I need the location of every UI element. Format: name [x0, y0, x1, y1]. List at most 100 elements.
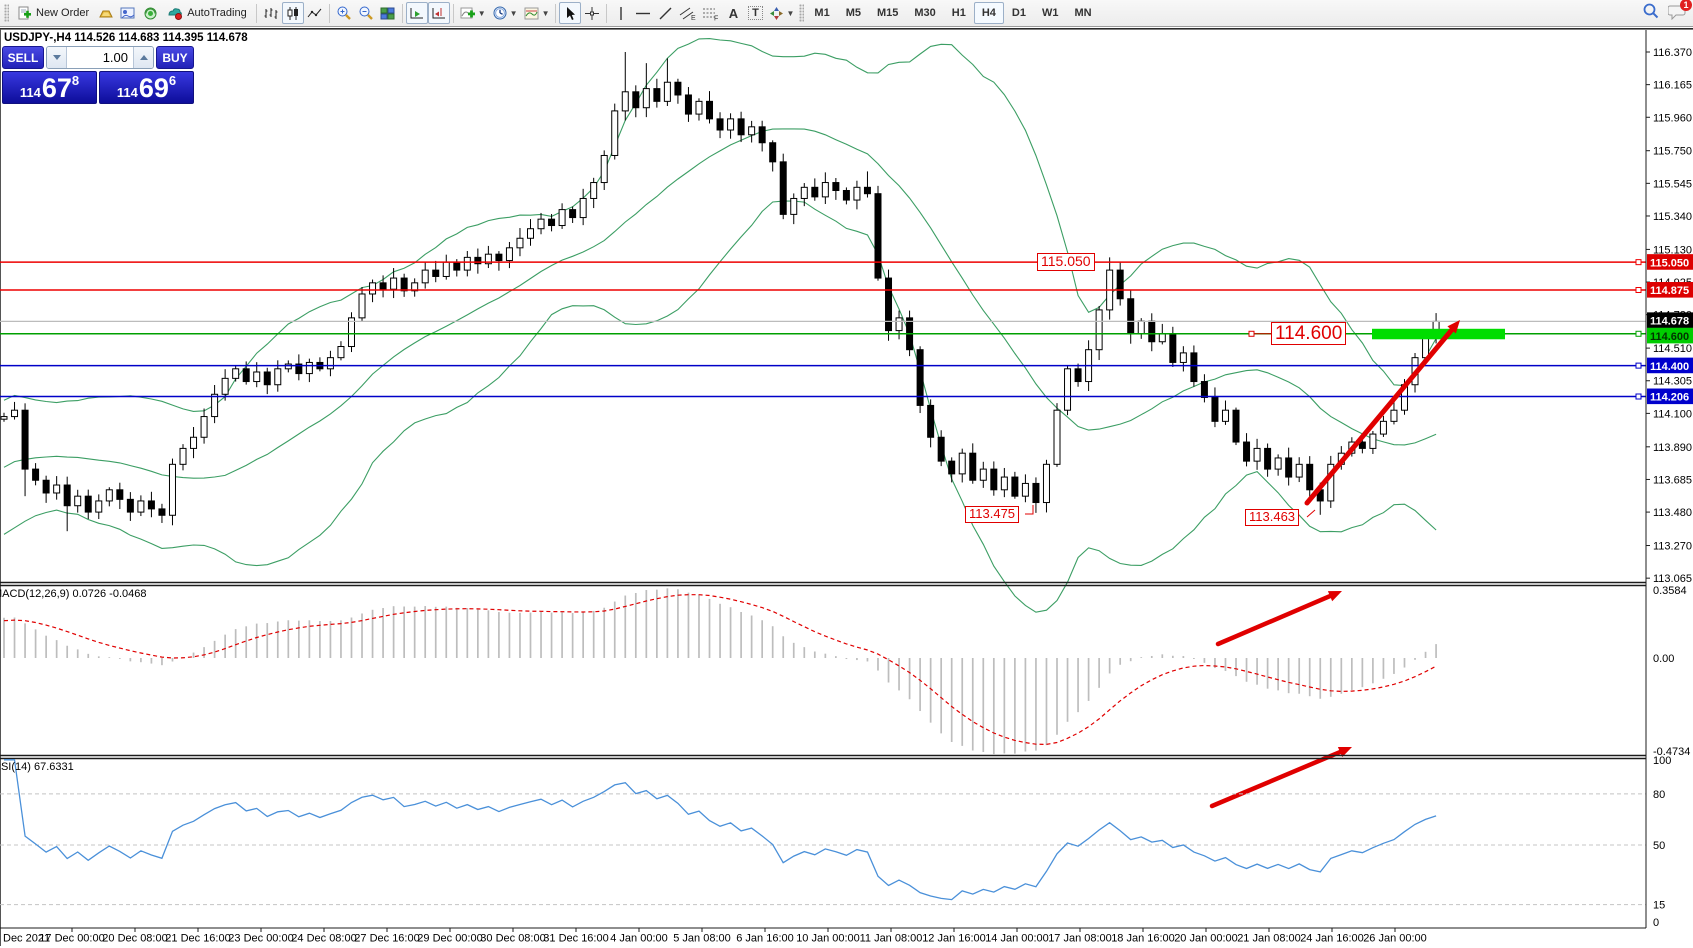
fibonacci-button[interactable]: F [699, 2, 722, 24]
periods-icon [492, 5, 508, 21]
equidistant-channel-button[interactable]: E [676, 2, 699, 24]
rsi-axis-label: 50 [1653, 840, 1665, 852]
green-highlight-bar[interactable] [1372, 328, 1505, 340]
autotrading-icon [167, 6, 183, 21]
macd-axis-label: 0.3584 [1653, 585, 1687, 597]
chart-area[interactable]: 116.370 116.165 115.960 115.750 115.545 115.3… [0, 28, 1693, 948]
price-axis-badge[interactable] [1647, 282, 1693, 298]
time-axis-label: 6 Jan 16:00 [736, 933, 794, 945]
chat-button[interactable]: 1 [1667, 0, 1692, 25]
search-icon[interactable] [1642, 2, 1660, 25]
svg-text:114.400: 114.400 [1650, 361, 1689, 373]
toolbar-separator [606, 3, 608, 23]
svg-text:115.050: 115.050 [1650, 257, 1689, 269]
text-label-button[interactable]: T [744, 2, 766, 24]
time-axis-label: 31 Dec 16:00 [543, 933, 608, 945]
time-axis-label: 24 Jan 16:00 [1300, 933, 1364, 945]
horizontal-line-objects[interactable] [0, 259, 1646, 400]
axis-badges[interactable]: 115.050 114.875 114.678 114.600 114.400 114.2… [1647, 254, 1693, 405]
macd-panel[interactable] [3, 588, 1437, 755]
timeframe-button-d1[interactable]: D1 [1011, 7, 1026, 19]
price-axis-badge[interactable] [1647, 312, 1693, 328]
timeframe-button-h1[interactable]: H1 [951, 7, 966, 19]
chart-frame [0, 28, 1693, 946]
arrows-tool-button[interactable]: ▼ [766, 2, 797, 24]
crosshair-button[interactable] [581, 2, 603, 24]
strategy-tester-button[interactable] [139, 2, 161, 24]
price-axis-label: 113.480 [1653, 507, 1692, 519]
volume-increase-button[interactable] [133, 47, 153, 68]
horizontal-line-button[interactable] [632, 2, 654, 24]
time-axis-label: 20 Dec 08:00 [102, 933, 167, 945]
timeframe-button-m5[interactable]: M5 [845, 7, 861, 19]
price-axis-badge[interactable] [1647, 388, 1693, 405]
bar-chart-mode-button[interactable] [260, 2, 282, 24]
time-axis-label: 26 Jan 00:00 [1363, 933, 1427, 945]
time-axis-label: 18 Jan 16:00 [1111, 933, 1175, 945]
one-click-trading-panel: SELL 1.00 BUY 114 67 8 114 69 6 [2, 46, 194, 104]
zoom-out-button[interactable] [355, 2, 377, 24]
svg-text:F: F [714, 15, 718, 21]
buy-price-box[interactable]: 114 69 6 [99, 71, 194, 104]
text-button[interactable]: A [722, 2, 744, 24]
sell-price-box[interactable]: 114 67 8 [2, 71, 97, 104]
new-order-label: New Order [36, 7, 90, 19]
chart-shift-button[interactable] [427, 2, 450, 24]
signal-icon [143, 6, 158, 21]
data-window-button[interactable] [117, 2, 139, 24]
sell-button[interactable]: SELL [2, 46, 44, 69]
cursor-button[interactable] [559, 2, 582, 24]
timeframe-button-mn[interactable]: MN [1074, 7, 1092, 19]
annotations-layer[interactable] [1025, 320, 1505, 809]
rsi-line [4, 759, 1437, 901]
buy-button[interactable]: BUY [156, 46, 194, 69]
line-chart-mode-button[interactable] [304, 2, 326, 24]
timeframe-button-w1[interactable]: W1 [1041, 7, 1059, 19]
toolbar-right-group: 1 [1642, 0, 1692, 25]
market-watch-button[interactable] [95, 2, 117, 24]
auto-scroll-button[interactable] [405, 2, 428, 24]
periods-button[interactable]: ▼ [489, 2, 521, 24]
macd-axis-label: -0.4734 [1653, 746, 1690, 758]
rsi-axis-label: 80 [1653, 789, 1665, 801]
time-axis-label: 23 Dec 00:00 [228, 933, 293, 945]
buy-price-figure: 114 [116, 85, 138, 100]
price-axis-label: 115.960 [1653, 112, 1692, 124]
price-axis-badge[interactable] [1647, 357, 1693, 374]
price-axis-badge[interactable] [1647, 327, 1693, 344]
timeframe-button-m30[interactable]: M30 [914, 7, 936, 19]
text-label-icon: T [748, 6, 763, 20]
autotrading-button[interactable]: AutoTrading [161, 2, 253, 24]
vertical-line-button[interactable] [610, 2, 632, 24]
trend-arrow[interactable] [1304, 327, 1455, 506]
volume-decrease-button[interactable] [47, 47, 67, 68]
trendline-button[interactable] [654, 2, 676, 24]
chart-shift-icon [431, 6, 447, 21]
trend-arrow[interactable] [1215, 593, 1333, 647]
volume-input[interactable]: 1.00 [102, 50, 128, 65]
new-order-button[interactable]: New Order [11, 2, 95, 24]
templates-button[interactable]: ▼ [521, 2, 553, 24]
trend-arrow[interactable] [1209, 749, 1343, 809]
timeframe-button-m15[interactable]: M15 [876, 7, 899, 19]
tile-windows-button[interactable] [377, 2, 399, 24]
zoom-in-button[interactable] [333, 2, 355, 24]
indicators-button[interactable]: ▼ [457, 2, 489, 24]
rsi-axis-label: 100 [1653, 755, 1671, 767]
timeframe-button-m1[interactable]: M1 [814, 7, 830, 19]
timeframe-button-h4[interactable]: H4 [973, 2, 1004, 24]
volume-spinner: 1.00 [46, 46, 154, 69]
rsi-axis-label: 15 [1653, 900, 1665, 912]
price-axis-badge[interactable] [1647, 254, 1693, 270]
candles-layer[interactable] [0, 52, 1440, 532]
line-chart-icon [307, 6, 323, 21]
main-toolbar: New Order AutoTrading ▼ ▼ ▼ E F A T ▼ M1… [0, 0, 1693, 27]
candlestick-mode-button[interactable] [281, 2, 304, 24]
time-axis-label: 30 Dec 08:00 [480, 933, 545, 945]
price-axis-label: 114.100 [1653, 408, 1692, 420]
rsi-panel[interactable] [0, 759, 1646, 906]
auto-scroll-icon [409, 6, 425, 21]
trend-arrow-head [1447, 320, 1460, 334]
panel-separators[interactable] [0, 581, 1646, 760]
